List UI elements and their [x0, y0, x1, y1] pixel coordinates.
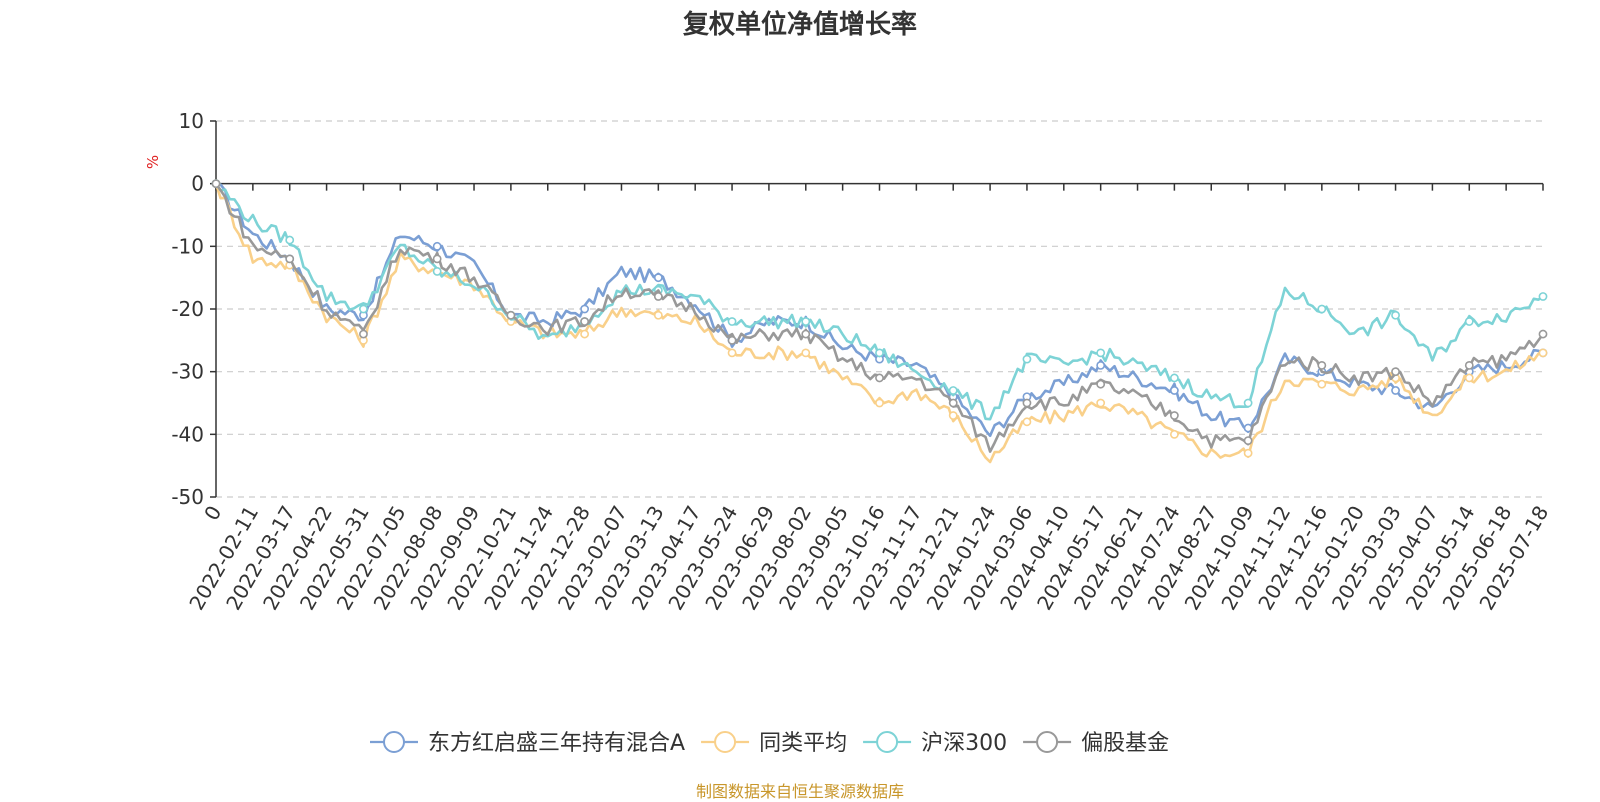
x-tick-label: 0 — [199, 502, 226, 525]
legend-label: 沪深300 — [921, 731, 1007, 756]
legend-label: 偏股基金 — [1081, 731, 1169, 756]
data-point — [653, 273, 663, 283]
data-point — [1391, 310, 1400, 320]
y-axis-label: % — [144, 155, 162, 169]
y-tick-label: 10 — [179, 109, 204, 133]
data-point — [1022, 398, 1032, 408]
data-point — [1096, 348, 1106, 358]
data-point — [1538, 348, 1548, 358]
data-point — [653, 292, 663, 301]
data-point — [1096, 379, 1106, 389]
y-tick-label: -50 — [171, 485, 204, 509]
data-point — [1464, 317, 1474, 326]
data-point — [727, 348, 737, 358]
data-point — [359, 329, 368, 339]
data-point — [1317, 304, 1327, 314]
legend-marker — [383, 731, 405, 753]
data-point — [727, 335, 737, 345]
data-point — [580, 304, 590, 314]
data-point — [1243, 448, 1253, 458]
data-point — [432, 266, 442, 276]
data-point — [801, 348, 811, 358]
data-point — [1391, 367, 1400, 377]
series-line — [214, 182, 1544, 421]
data-point — [432, 254, 442, 264]
series-line — [214, 182, 1545, 453]
data-point — [1317, 379, 1327, 389]
data-point — [1022, 354, 1032, 364]
data-point — [580, 329, 590, 339]
y-tick-label: -10 — [171, 234, 204, 258]
data-point — [1169, 386, 1179, 395]
data-point — [1538, 329, 1548, 339]
data-point — [285, 235, 295, 245]
data-point — [1243, 398, 1253, 408]
data-point — [801, 329, 811, 339]
data-point — [1391, 386, 1400, 395]
y-tick-label: -30 — [171, 360, 204, 384]
data-point — [1464, 360, 1474, 370]
data-point — [580, 317, 590, 326]
data-point — [432, 241, 442, 251]
legend-marker — [1036, 731, 1059, 753]
data-point — [1317, 360, 1327, 370]
data-point — [875, 398, 884, 408]
y-tick-label: 0 — [191, 172, 204, 196]
chart-title: 复权单位净值增长率 — [682, 10, 917, 40]
data-point — [875, 373, 884, 383]
data-point — [285, 254, 295, 264]
data-point — [948, 398, 958, 408]
data-point — [1169, 411, 1179, 420]
data-point — [1169, 429, 1179, 439]
legend-marker — [876, 731, 899, 753]
data-point — [506, 310, 516, 320]
legend-marker — [714, 731, 737, 753]
legend-label: 同类平均 — [759, 731, 847, 756]
data-point — [1169, 373, 1179, 383]
data-point — [211, 179, 221, 189]
data-point — [875, 348, 884, 358]
y-tick-label: -20 — [171, 297, 204, 321]
data-point — [801, 317, 811, 326]
data-point — [1096, 398, 1106, 408]
data-point — [1538, 292, 1548, 301]
y-tick-label: -40 — [171, 422, 204, 446]
data-point — [948, 411, 958, 420]
data-source-note: 制图数据来自恒生聚源数据库 — [695, 782, 904, 801]
data-point — [1243, 436, 1253, 445]
series-line — [214, 183, 1544, 464]
data-point — [359, 304, 368, 314]
data-point — [1022, 417, 1032, 427]
data-point — [727, 317, 737, 326]
data-point — [653, 310, 663, 320]
data-point — [1464, 373, 1474, 383]
legend-label: 东方红启盛三年持有混合A — [428, 731, 685, 756]
data-point — [948, 386, 958, 395]
data-point — [1096, 360, 1106, 370]
